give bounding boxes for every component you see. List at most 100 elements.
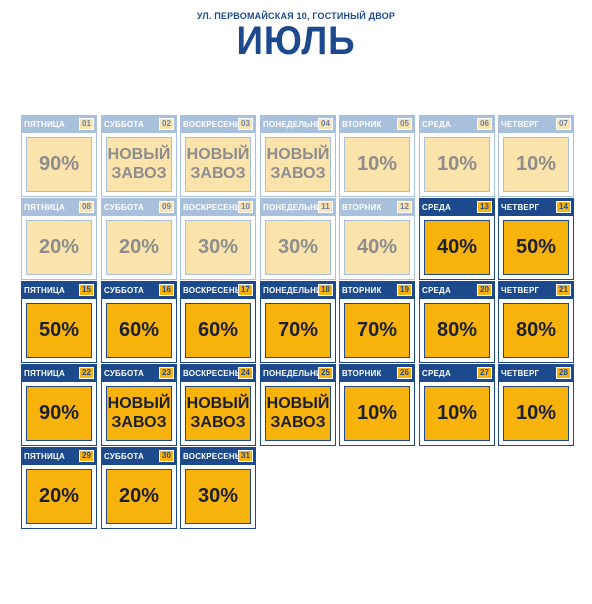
weekday-label: Среда: [422, 203, 451, 212]
day-header: Понедельник 18: [261, 282, 335, 299]
discount-value: 70%: [265, 303, 331, 358]
date-number: 25: [318, 367, 333, 379]
day-cell: Воскресенье 10 30%: [180, 198, 256, 280]
weekday-label: Воскресенье: [183, 203, 247, 212]
day-header: Четверг 28: [499, 365, 573, 382]
date-number: 24: [238, 367, 253, 379]
weekday-label: Понедельник: [263, 369, 328, 378]
date-number: 06: [477, 118, 492, 130]
day-cell: Вторник 05 10%: [339, 115, 415, 197]
day-cell: Пятница 08 20%: [21, 198, 97, 280]
day-cell: Суббота 30 20%: [101, 447, 177, 529]
weekday-label: Суббота: [104, 120, 144, 129]
discount-value: 20%: [26, 220, 92, 275]
discount-value: 20%: [106, 469, 172, 524]
day-header: Пятница 22: [22, 365, 96, 382]
discount-value: 70%: [344, 303, 410, 358]
discount-value: НОВЫЙ ЗАВОЗ: [106, 137, 172, 192]
date-number: 26: [397, 367, 412, 379]
date-number: 19: [397, 284, 412, 296]
weekday-label: Четверг: [501, 120, 540, 129]
day-header: Суббота 02: [102, 116, 176, 133]
date-number: 04: [318, 118, 333, 130]
day-header: Вторник 26: [340, 365, 414, 382]
discount-value: 40%: [344, 220, 410, 275]
discount-value: НОВЫЙ ЗАВОЗ: [265, 386, 331, 441]
weekday-label: Пятница: [24, 203, 65, 212]
discount-value: 30%: [185, 469, 251, 524]
day-cell: Пятница 22 90%: [21, 364, 97, 446]
date-number: 23: [159, 367, 174, 379]
store-address: УЛ. ПЕРВОМАЙСКАЯ 10, ГОСТИНЫЙ ДВОР: [196, 11, 396, 21]
date-number: 20: [477, 284, 492, 296]
discount-value: 10%: [344, 386, 410, 441]
month-title: ИЮЛЬ: [236, 19, 356, 63]
day-header: Вторник 19: [340, 282, 414, 299]
day-cell: Среда 13 40%: [419, 198, 495, 280]
date-number: 12: [397, 201, 412, 213]
date-number: 01: [79, 118, 94, 130]
date-number: 13: [477, 201, 492, 213]
discount-value: 10%: [424, 137, 490, 192]
date-number: 09: [159, 201, 174, 213]
weekday-label: Суббота: [104, 369, 144, 378]
day-header: Воскресенье 17: [181, 282, 255, 299]
date-number: 31: [238, 450, 253, 462]
day-cell: Суббота 23 НОВЫЙ ЗАВОЗ: [101, 364, 177, 446]
weekday-label: Четверг: [501, 286, 540, 295]
day-header: Пятница 29: [22, 448, 96, 465]
day-header: Суббота 16: [102, 282, 176, 299]
weekday-label: Воскресенье: [183, 286, 247, 295]
day-cell: Четверг 28 10%: [498, 364, 574, 446]
date-number: 08: [79, 201, 94, 213]
day-header: Воскресенье 03: [181, 116, 255, 133]
day-cell: Вторник 19 70%: [339, 281, 415, 363]
day-cell: Четверг 07 10%: [498, 115, 574, 197]
weekday-label: Вторник: [342, 369, 382, 378]
day-cell: Четверг 21 80%: [498, 281, 574, 363]
weekday-label: Понедельник: [263, 286, 328, 295]
date-number: 14: [556, 201, 571, 213]
date-number: 29: [79, 450, 94, 462]
discount-value: 40%: [424, 220, 490, 275]
day-header: Пятница 01: [22, 116, 96, 133]
discount-value: 20%: [106, 220, 172, 275]
discount-value: 80%: [424, 303, 490, 358]
day-cell: Суббота 02 НОВЫЙ ЗАВОЗ: [101, 115, 177, 197]
weekday-label: Среда: [422, 120, 451, 129]
day-header: Среда 27: [420, 365, 494, 382]
discount-value: НОВЫЙ ЗАВОЗ: [185, 137, 251, 192]
day-header: Суббота 23: [102, 365, 176, 382]
date-number: 28: [556, 367, 571, 379]
discount-value: 90%: [26, 386, 92, 441]
discount-value: НОВЫЙ ЗАВОЗ: [185, 386, 251, 441]
date-number: 11: [318, 201, 333, 213]
weekday-label: Суббота: [104, 452, 144, 461]
discount-value: 90%: [26, 137, 92, 192]
weekday-label: Пятница: [24, 452, 65, 461]
weekday-label: Среда: [422, 369, 451, 378]
date-number: 18: [318, 284, 333, 296]
day-cell: Среда 06 10%: [419, 115, 495, 197]
day-header: Четверг 21: [499, 282, 573, 299]
date-number: 21: [556, 284, 571, 296]
day-header: Пятница 15: [22, 282, 96, 299]
discount-value: 10%: [503, 137, 569, 192]
weekday-label: Суббота: [104, 286, 144, 295]
day-header: Среда 13: [420, 199, 494, 216]
weekday-label: Вторник: [342, 120, 382, 129]
date-number: 27: [477, 367, 492, 379]
weekday-label: Четверг: [501, 369, 540, 378]
date-number: 30: [159, 450, 174, 462]
day-header: Понедельник 04: [261, 116, 335, 133]
weekday-label: Четверг: [501, 203, 540, 212]
day-cell: Пятница 29 20%: [21, 447, 97, 529]
weekday-label: Суббота: [104, 203, 144, 212]
date-number: 02: [159, 118, 174, 130]
weekday-label: Вторник: [342, 203, 382, 212]
discount-value: 60%: [185, 303, 251, 358]
day-cell: Суббота 09 20%: [101, 198, 177, 280]
day-header: Пятница 08: [22, 199, 96, 216]
day-cell: Понедельник 25 НОВЫЙ ЗАВОЗ: [260, 364, 336, 446]
date-number: 05: [397, 118, 412, 130]
